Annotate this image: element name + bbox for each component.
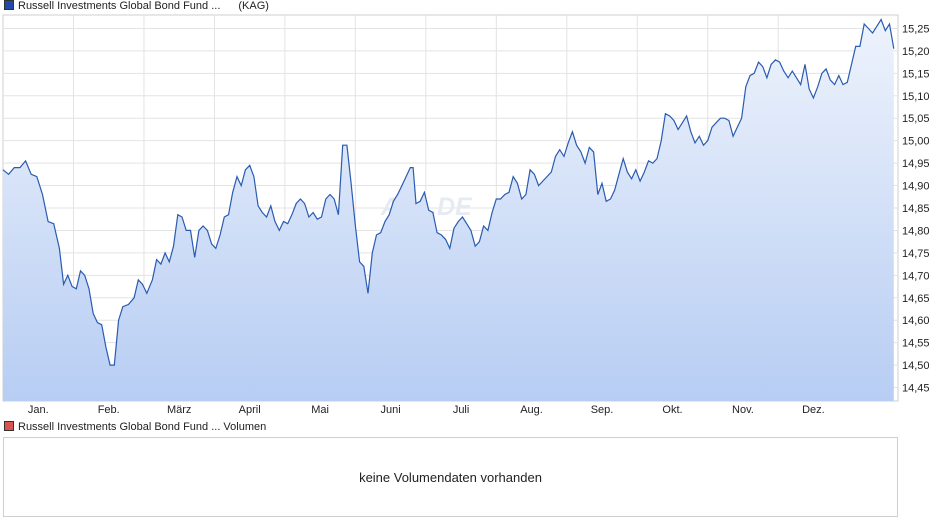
y-axis: 15,25 15,20 15,15 15,10 15,05 15,00 14,95 14,90… — [902, 23, 930, 394]
price-area — [3, 19, 894, 401]
volume-legend-swatch — [4, 421, 14, 432]
y-tick-label: 15,25 — [902, 23, 930, 35]
volume-legend: Russell Investments Global Bond Fund ...… — [4, 421, 266, 433]
price-legend: Russell Investments Global Bond Fund ...… — [4, 0, 269, 12]
y-tick-label: 14,50 — [902, 360, 930, 372]
x-tick-label: März — [167, 404, 191, 416]
y-tick-label: 15,20 — [902, 46, 930, 58]
y-tick-label: 15,10 — [902, 91, 930, 103]
x-tick-label: Feb. — [98, 404, 120, 416]
x-tick-label: Aug. — [520, 404, 543, 416]
y-tick-label: 15,00 — [902, 136, 930, 148]
y-tick-label: 14,65 — [902, 293, 930, 305]
x-tick-label: Jan. — [28, 404, 49, 416]
volume-empty-message: keine Volumendaten vorhanden — [359, 470, 542, 485]
y-tick-label: 15,15 — [902, 68, 930, 80]
x-tick-label: Nov. — [732, 404, 754, 416]
y-tick-label: 14,85 — [902, 203, 930, 215]
x-tick-label: Mai — [311, 404, 329, 416]
x-tick-label: Juni — [381, 404, 401, 416]
y-tick-label: 14,60 — [902, 315, 930, 327]
price-legend-type: (KAG) — [238, 0, 269, 12]
x-tick-label: Dez. — [802, 404, 825, 416]
y-tick-label: 14,75 — [902, 248, 930, 260]
price-legend-swatch — [4, 0, 14, 11]
price-legend-name: Russell Investments Global Bond Fund ... — [18, 0, 221, 12]
y-tick-label: 14,55 — [902, 338, 930, 350]
volume-panel: keine Volumendaten vorhanden — [3, 437, 898, 517]
y-tick-label: 14,90 — [902, 181, 930, 193]
price-chart: AVA.DE 15,2515,2015,1515,1015,0515,0014,… — [2, 14, 930, 416]
volume-legend-name: Russell Investments Global Bond Fund ...… — [18, 421, 267, 433]
y-tick-label: 14,70 — [902, 270, 930, 282]
y-tick-label: 15,05 — [902, 113, 930, 125]
y-tick-label: 14,45 — [902, 383, 930, 395]
y-tick-label: 14,95 — [902, 158, 930, 170]
x-tick-label: April — [239, 404, 261, 416]
x-tick-label: Juli — [453, 404, 470, 416]
x-tick-label: Sep. — [591, 404, 614, 416]
x-tick-label: Okt. — [662, 404, 682, 416]
y-tick-label: 14,80 — [902, 225, 930, 237]
price-line — [2, 18, 895, 366]
x-axis: Jan. Feb. März April Mai Juni Juli Aug. Sep. Okt.… — [28, 404, 825, 416]
